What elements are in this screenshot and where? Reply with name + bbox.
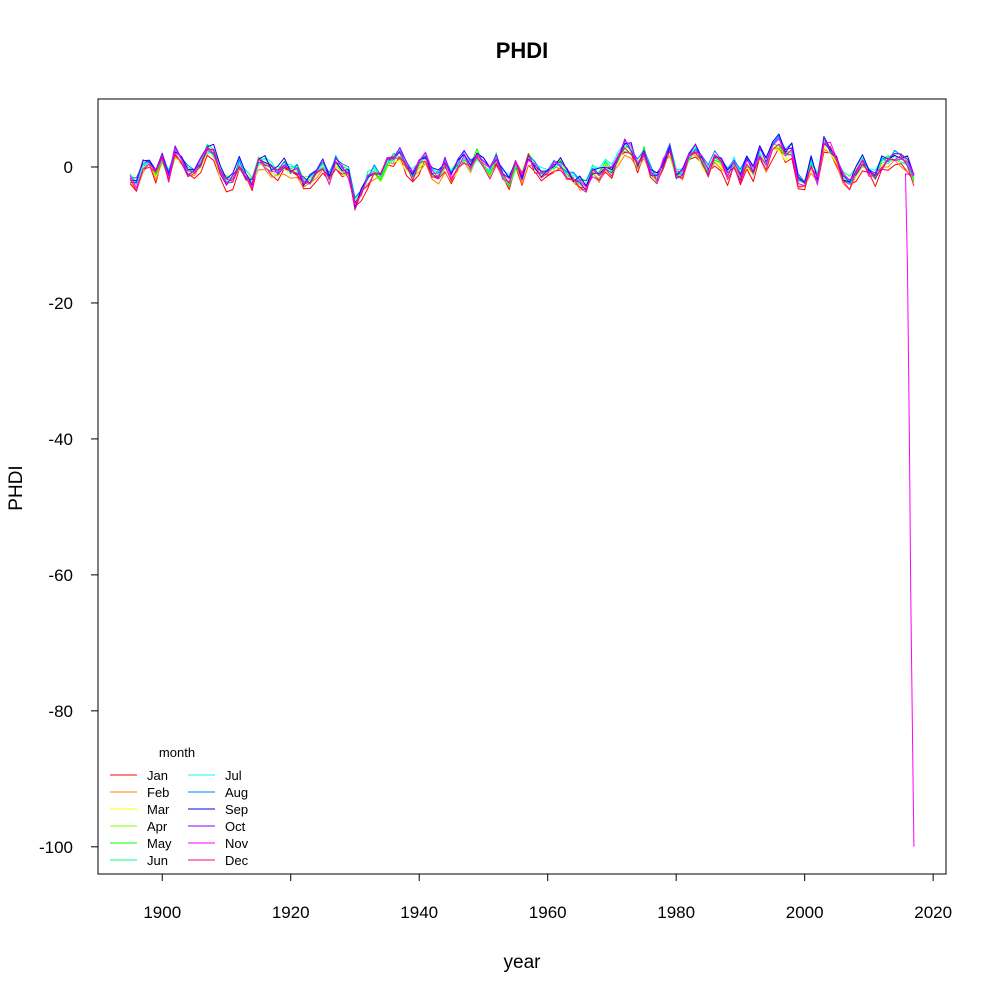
x-axis-label: year [504, 952, 542, 973]
x-tick-label: 1900 [143, 903, 181, 922]
legend-label-jun: Jun [147, 853, 168, 868]
y-tick-label: -60 [48, 566, 73, 585]
series-line-feb [129, 148, 915, 210]
legend-label-apr: Apr [147, 819, 168, 834]
legend-label-dec: Dec [225, 853, 249, 868]
x-tick-label: 1960 [529, 903, 567, 922]
series-line-nov [129, 138, 915, 847]
x-tick-label: 2020 [914, 903, 952, 922]
series-line-oct [130, 136, 915, 203]
y-tick-label: -80 [48, 702, 73, 721]
legend-label-feb: Feb [147, 785, 169, 800]
legend-label-mar: Mar [147, 802, 170, 817]
legend-label-sep: Sep [225, 802, 248, 817]
legend-title: month [159, 745, 195, 760]
legend-label-oct: Oct [225, 819, 246, 834]
y-tick-label: -20 [48, 294, 73, 313]
x-tick-label: 1980 [657, 903, 695, 922]
plot-frame [97, 98, 947, 875]
legend-label-jan: Jan [147, 768, 168, 783]
series-line-dec [129, 143, 915, 211]
legend-label-jul: Jul [225, 768, 242, 783]
y-axis: 0 -20 -40 -60 -80 -100 [39, 158, 99, 857]
x-tick-label: 2000 [786, 903, 824, 922]
chart-title: PHDI [496, 38, 549, 63]
x-axis: 1900 1920 1940 1960 1980 2000 2020 [143, 873, 952, 922]
legend-label-nov: Nov [225, 836, 249, 851]
x-tick-label: 1940 [400, 903, 438, 922]
y-tick-label: -100 [39, 838, 73, 857]
series-layer [129, 133, 915, 847]
y-tick-label: 0 [64, 158, 73, 177]
x-tick-label: 1920 [272, 903, 310, 922]
y-axis-label: PHDI [6, 465, 27, 510]
legend-label-may: May [147, 836, 172, 851]
legend-label-aug: Aug [225, 785, 248, 800]
legend: month Jan Feb Mar Apr May Jun Jul Aug Sep Oct Nov D… [110, 745, 249, 868]
y-tick-label: -40 [48, 430, 73, 449]
